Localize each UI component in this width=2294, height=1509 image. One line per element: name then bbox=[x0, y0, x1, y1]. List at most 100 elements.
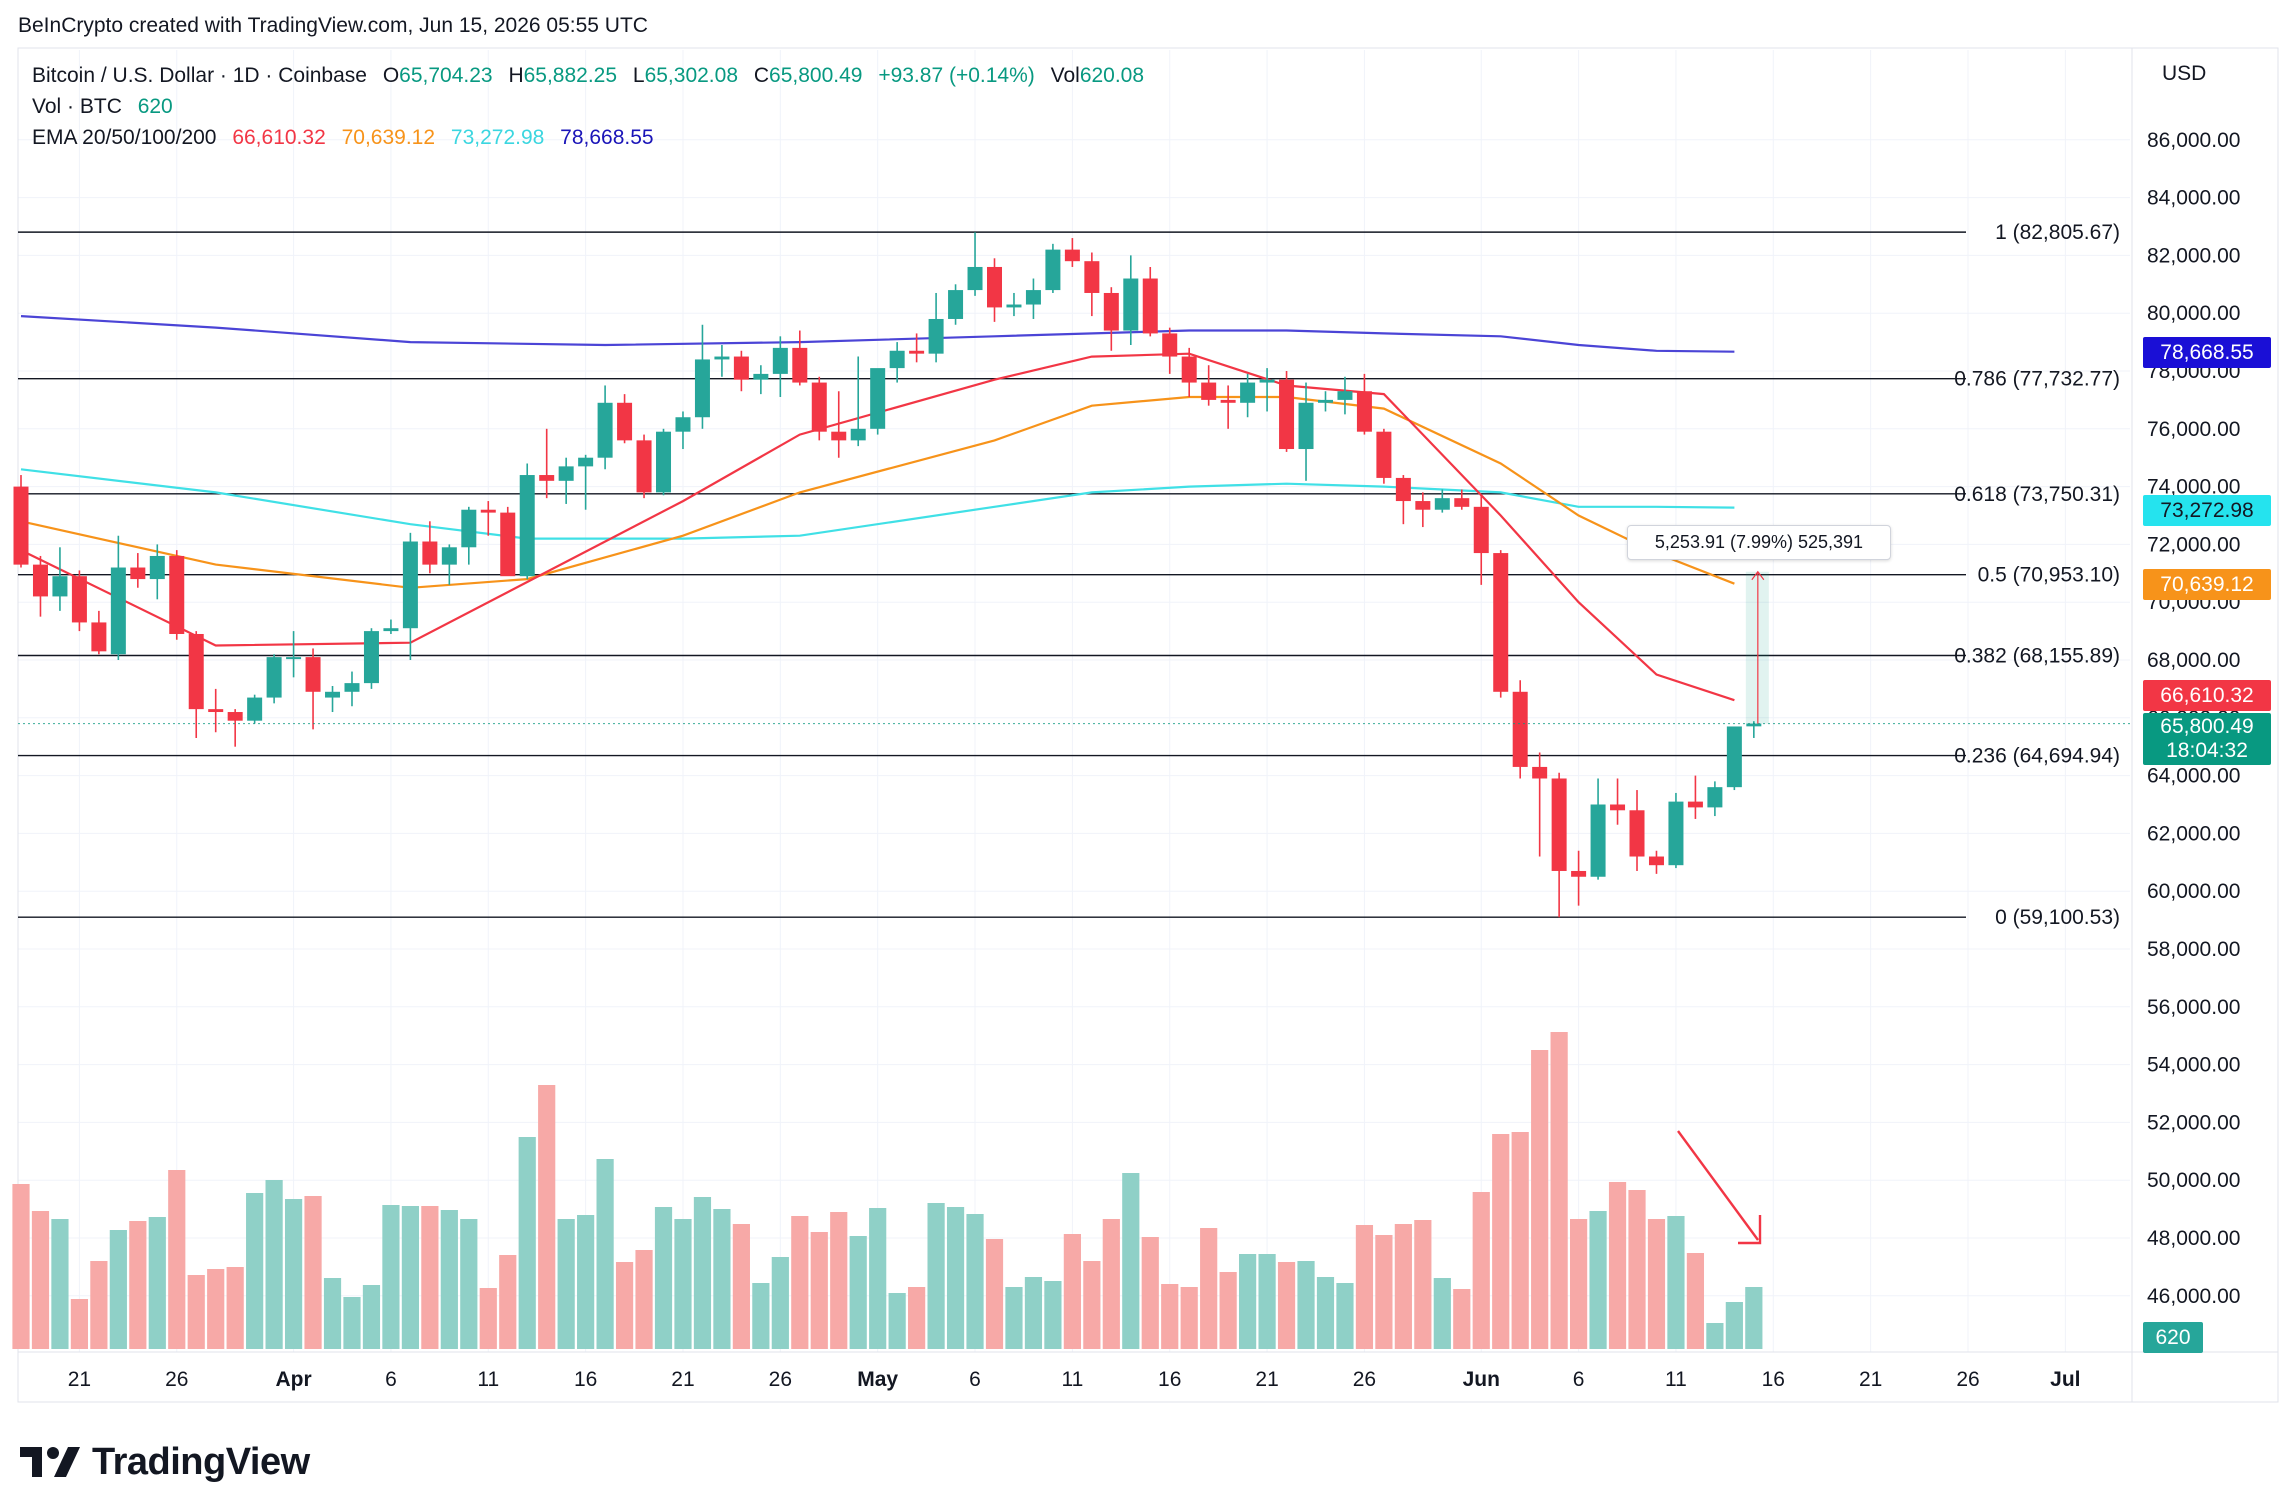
candle-body bbox=[772, 347, 788, 374]
volume-bar bbox=[1297, 1261, 1315, 1349]
candle-body bbox=[1648, 856, 1664, 866]
volume-bar bbox=[51, 1219, 69, 1349]
volume-bar bbox=[1394, 1224, 1412, 1349]
last-price: 65,800.49 bbox=[2160, 715, 2254, 738]
candles bbox=[13, 232, 2132, 918]
vol-value: 620.08 bbox=[1079, 64, 1145, 87]
candle-body bbox=[656, 431, 672, 493]
volume-bar bbox=[615, 1262, 634, 1349]
time-tick-label: 16 bbox=[1158, 1368, 1181, 1391]
volume-bar bbox=[1706, 1323, 1724, 1349]
ema-legend[interactable]: EMA 20/50/100/200 66,610.32 70,639.12 73… bbox=[32, 126, 664, 150]
volume-bar bbox=[1433, 1278, 1451, 1349]
volume-bar bbox=[1492, 1134, 1510, 1349]
time-tick-label: 21 bbox=[1255, 1368, 1278, 1391]
volume-bar bbox=[148, 1217, 166, 1349]
volume-bar bbox=[1647, 1219, 1666, 1349]
price-tick-label: 52,000.00 bbox=[2147, 1111, 2240, 1134]
volume-bar bbox=[635, 1250, 653, 1349]
ema-lines bbox=[20, 315, 1735, 702]
candle-body bbox=[325, 691, 341, 698]
grid bbox=[17, 47, 2279, 1403]
candle-body bbox=[441, 547, 457, 565]
volume-bar bbox=[693, 1197, 712, 1349]
currency-selector[interactable]: USD bbox=[2162, 62, 2207, 85]
candle-body bbox=[753, 373, 769, 380]
candle-body bbox=[149, 555, 165, 580]
time-tick-label: Jun bbox=[1463, 1368, 1500, 1391]
volume-bar bbox=[382, 1205, 400, 1349]
time-tick-label: 16 bbox=[574, 1368, 597, 1391]
volume-bar bbox=[284, 1199, 303, 1349]
ema50-line bbox=[20, 395, 1735, 589]
fib-level-label: 0 (59,100.53) bbox=[1995, 906, 2120, 929]
candle-body bbox=[1590, 804, 1606, 877]
time-tick-label: 21 bbox=[1859, 1368, 1882, 1391]
candle-body bbox=[266, 657, 282, 698]
change-value: +93.87 (+0.14%) bbox=[878, 64, 1035, 87]
candle-body bbox=[578, 457, 594, 467]
price-chart[interactable]: 1 (82,805.67) 0.786 (77,732.77) 0.618 (73,… bbox=[0, 0, 2294, 1420]
volume-bar bbox=[421, 1206, 439, 1349]
arrow-shaft bbox=[1677, 1130, 1759, 1241]
volume-bar bbox=[1102, 1219, 1120, 1349]
volume-bar bbox=[1277, 1262, 1296, 1349]
volume-bar bbox=[304, 1196, 322, 1349]
candle-body bbox=[714, 356, 730, 360]
candle-body bbox=[675, 417, 691, 432]
candle-body bbox=[1025, 290, 1041, 305]
candle-body bbox=[1493, 553, 1509, 692]
price-range-measure[interactable] bbox=[1745, 570, 1769, 724]
candle-body bbox=[1512, 691, 1528, 767]
time-axis[interactable]: 21 26 Apr 6 11 16 21 26 May 6 11 16 21 26 Jun 6 11 16 21 26… bbox=[68, 1368, 2081, 1391]
price-tick-label: 50,000.00 bbox=[2147, 1169, 2240, 1192]
candle-body bbox=[967, 266, 983, 291]
candle-body bbox=[1356, 391, 1372, 432]
price-tick-label: 72,000.00 bbox=[2147, 533, 2240, 556]
candle-body bbox=[889, 350, 905, 369]
time-tick-label: 26 bbox=[1353, 1368, 1376, 1391]
volume-bar bbox=[90, 1261, 108, 1349]
low-label: L bbox=[632, 64, 645, 87]
volume-bar bbox=[343, 1297, 361, 1349]
candle-body bbox=[110, 567, 126, 655]
volume-legend-value: 620 bbox=[137, 95, 173, 118]
arrow-head bbox=[1738, 1215, 1762, 1245]
fibonacci-retracement[interactable]: 1 (82,805.67) 0.786 (77,732.77) 0.618 (73,… bbox=[18, 221, 2120, 929]
candle-body bbox=[32, 564, 48, 597]
candle-body bbox=[831, 431, 847, 441]
volume-bar bbox=[168, 1170, 186, 1349]
volume-bar bbox=[1180, 1287, 1198, 1349]
tradingview-logo-icon bbox=[20, 1447, 80, 1477]
volume-bar bbox=[1550, 1032, 1568, 1349]
price-axis[interactable]: 86,000.0084,000.0082,000.0080,000.0078,0… bbox=[2147, 129, 2240, 1308]
volume-bar bbox=[479, 1288, 497, 1349]
volume-bar bbox=[654, 1207, 673, 1349]
tradingview-logo[interactable]: TradingView bbox=[20, 1440, 310, 1484]
ema20-value: 66,610.32 bbox=[232, 126, 326, 149]
candle-body bbox=[558, 466, 574, 481]
candle-body bbox=[1240, 382, 1256, 403]
volume-bar bbox=[12, 1184, 30, 1349]
candle-body bbox=[1317, 399, 1333, 403]
candle-body bbox=[1726, 726, 1742, 788]
volume-legend[interactable]: Vol · BTC 620 bbox=[32, 95, 183, 119]
candle-body bbox=[1571, 870, 1587, 877]
candle-body bbox=[344, 683, 360, 692]
volume-bar bbox=[1355, 1225, 1374, 1349]
price-tick-label: 84,000.00 bbox=[2147, 187, 2240, 210]
time-tick-label: May bbox=[857, 1368, 898, 1391]
volume-bar bbox=[1141, 1237, 1159, 1349]
fib-level-label: 0.236 (64,694.94) bbox=[1954, 745, 2120, 768]
ema200-value: 78,668.55 bbox=[560, 126, 654, 149]
vol-label: Vol bbox=[1050, 64, 1080, 87]
volume-bar bbox=[1044, 1281, 1062, 1349]
price-tick-label: 58,000.00 bbox=[2147, 938, 2240, 961]
volume-price-tag: 620 bbox=[2143, 1322, 2203, 1353]
symbol-title[interactable]: Bitcoin / U.S. Dollar · 1D · Coinbase bbox=[32, 64, 367, 87]
volume-bar bbox=[1511, 1132, 1529, 1349]
candle-body bbox=[169, 555, 185, 634]
volume-bar bbox=[1219, 1272, 1237, 1349]
candle-body bbox=[909, 350, 925, 354]
candle-body bbox=[811, 382, 827, 432]
